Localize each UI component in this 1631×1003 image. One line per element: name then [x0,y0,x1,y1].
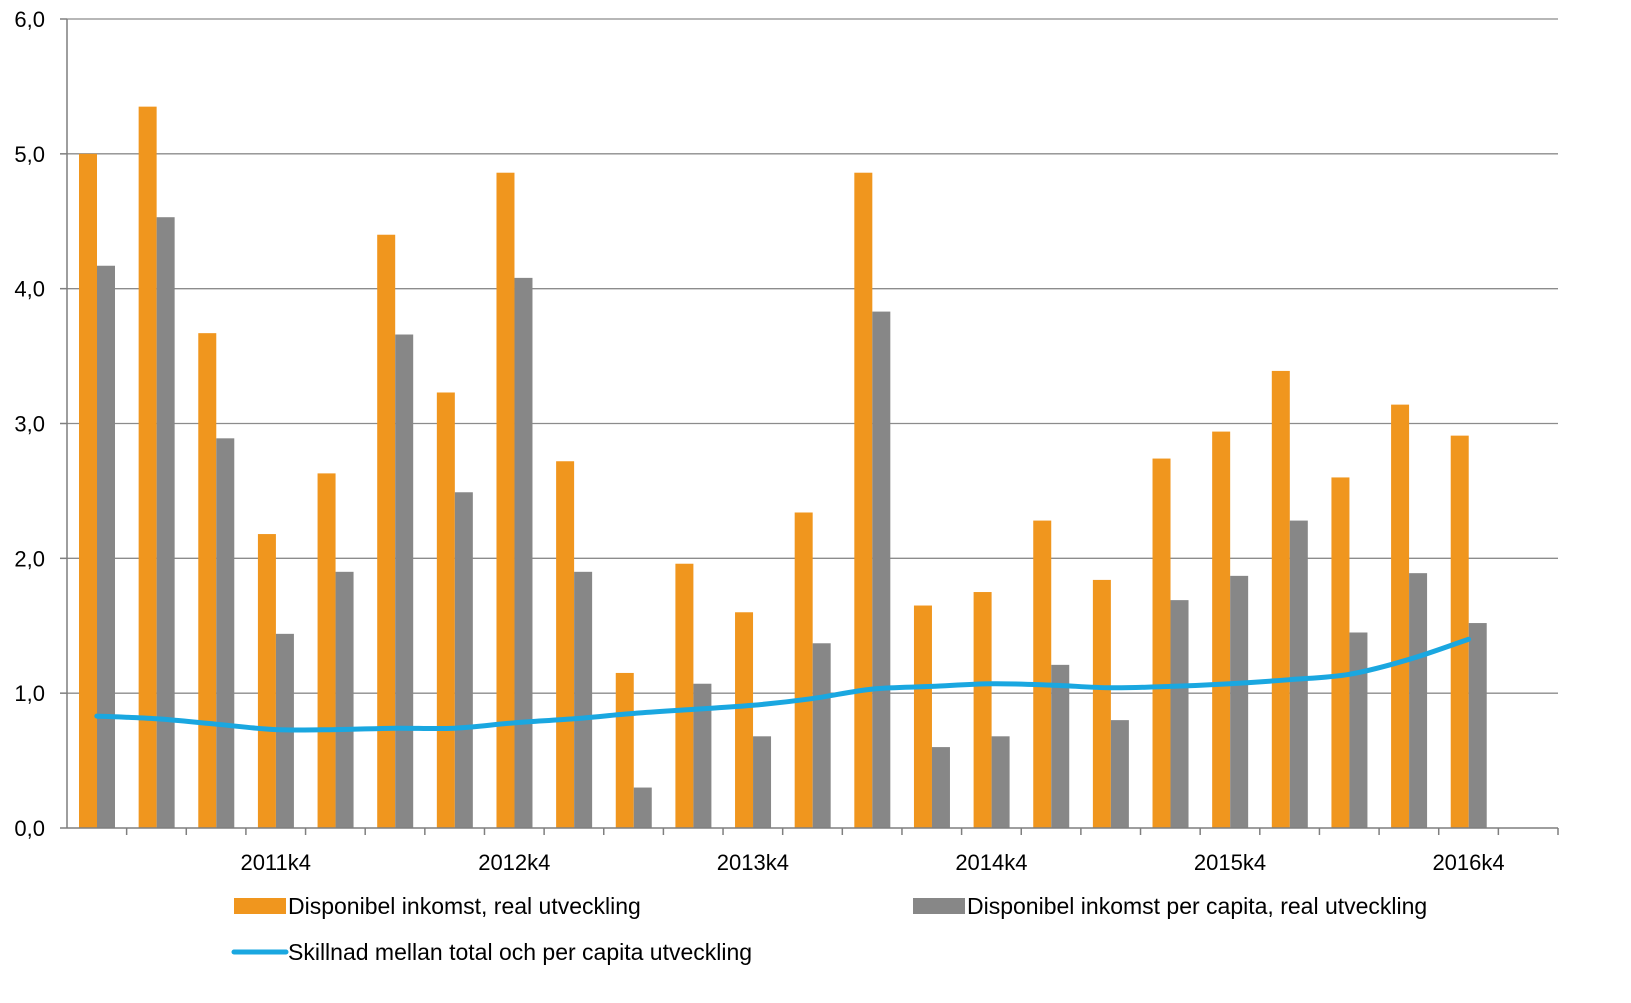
bar-per-capita [1051,664,1070,828]
bar-total [1271,370,1290,828]
x-tick-label: 2015k4 [1194,850,1266,875]
bar-total [675,563,694,828]
bar-total [1092,579,1111,828]
x-tick-label: 2011k4 [240,850,311,875]
bar-per-capita [216,438,235,828]
x-tick-label: 2016k4 [1432,850,1504,875]
bar-per-capita [753,736,772,828]
bar-per-capita [1349,632,1368,828]
bar-per-capita [812,643,831,828]
y-tick-label: 4,0 [14,277,45,302]
x-tick-label: 2014k4 [955,850,1027,875]
difference-line [94,636,1472,733]
y-tick-label: 1,0 [14,681,45,706]
x-tick-label: 2013k4 [717,850,789,875]
x-tick-label: 2012k4 [478,850,550,875]
bar-total [436,392,455,828]
legend-label: Disponibel inkomst, real utveckling [288,893,641,919]
bar-total [1033,520,1052,828]
bar-total [377,234,396,828]
bar-per-capita [1110,720,1129,828]
y-tick-label: 3,0 [14,412,45,437]
legend-label: Disponibel inkomst per capita, real utve… [967,893,1427,919]
legend-swatch [234,898,286,914]
y-tick-label: 2,0 [14,546,45,571]
bar-total [496,172,515,828]
bar-per-capita [97,265,115,828]
bar-per-capita [395,334,414,828]
bar-total [1212,431,1231,828]
bar-per-capita [1230,575,1249,828]
bar-total [913,605,932,828]
bar-per-capita [574,571,593,828]
bar-total [973,592,992,828]
legend-swatch [913,898,965,914]
bar-total [1391,404,1410,828]
bar-per-capita [693,683,712,828]
axes [60,18,1559,835]
bar-total [79,153,97,829]
bar-per-capita [633,787,652,828]
line-series [94,636,1472,733]
bar-total [556,461,575,828]
bars [79,106,1487,829]
y-tick-label: 6,0 [14,7,45,32]
bar-per-capita [872,311,891,828]
bar-per-capita [1468,623,1487,828]
bar-total [198,333,217,828]
bar-per-capita [156,217,175,828]
bar-total [735,612,754,828]
bar-total [615,672,634,828]
bar-per-capita [514,277,533,828]
bar-per-capita [1170,600,1189,828]
bar-total [1331,477,1350,828]
bar-per-capita [931,747,950,828]
bar-per-capita [1289,520,1308,828]
bar-per-capita [991,736,1010,828]
bar-per-capita [1409,573,1428,828]
bar-per-capita [454,492,473,828]
tick-labels: 0,0 1,0 2,0 3,0 4,0 5,0 6,0 2011k4 2012k4 2013k4 2… [14,7,1504,875]
bar-total [138,106,157,829]
bar-total [854,172,873,828]
bar-total [257,534,276,828]
gridlines [67,18,1558,694]
legend-label: Skillnad mellan total och per capita utv… [288,939,752,965]
bar-total [317,473,336,828]
bar-total [1152,458,1171,828]
y-tick-label: 5,0 [14,142,45,167]
bar-total [794,512,813,828]
bar-per-capita [335,571,354,828]
y-tick-label: 0,0 [14,816,45,841]
bar-total [1450,435,1469,828]
legend: Disponibel inkomst, real utveckling Dispo… [231,893,1427,965]
